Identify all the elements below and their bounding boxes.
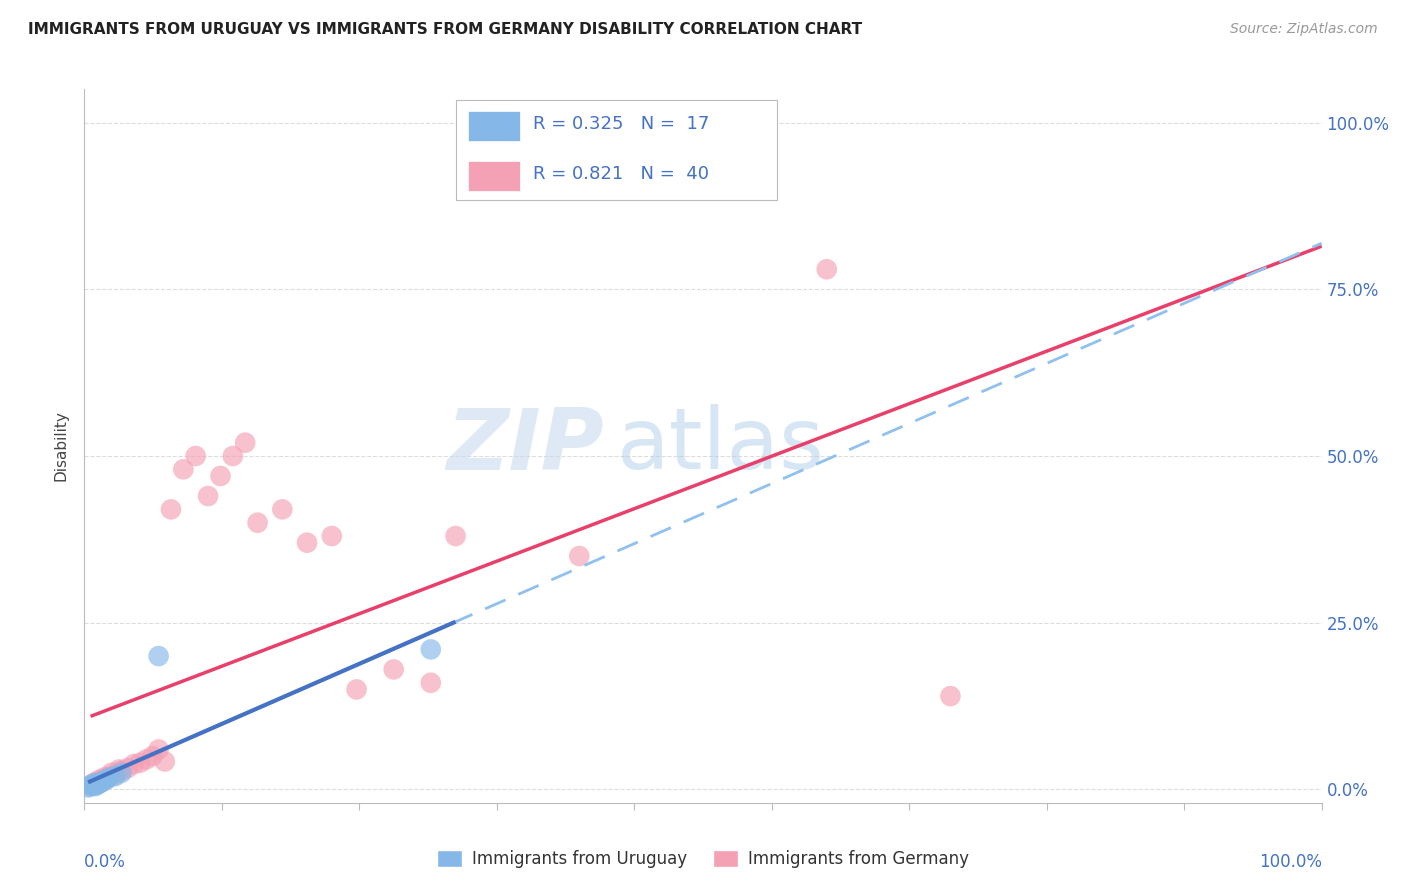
Point <box>83 778 105 792</box>
Point <box>172 462 194 476</box>
Point <box>108 763 131 777</box>
Point <box>382 662 405 676</box>
Point <box>84 778 107 792</box>
Point <box>79 779 101 793</box>
Point <box>141 749 163 764</box>
Point <box>346 682 368 697</box>
Point <box>96 772 118 786</box>
Point <box>444 529 467 543</box>
Point <box>148 742 170 756</box>
Point <box>110 765 132 780</box>
Point <box>295 535 318 549</box>
Point <box>419 642 441 657</box>
Point <box>89 776 111 790</box>
Point <box>815 262 838 277</box>
Point <box>84 779 107 793</box>
Text: atlas: atlas <box>616 404 824 488</box>
Point <box>271 502 294 516</box>
Text: R = 0.821   N =  40: R = 0.821 N = 40 <box>533 165 710 183</box>
Point <box>153 755 176 769</box>
Point <box>86 774 108 789</box>
FancyBboxPatch shape <box>468 161 520 191</box>
Text: 100.0%: 100.0% <box>1258 853 1322 871</box>
Point <box>89 772 111 787</box>
Point <box>197 489 219 503</box>
Point <box>110 764 132 778</box>
Point <box>148 649 170 664</box>
Point <box>83 776 105 790</box>
Point <box>104 769 127 783</box>
Point <box>98 771 121 785</box>
Point <box>568 549 591 563</box>
Point <box>129 756 152 770</box>
Point <box>82 779 104 793</box>
Point <box>89 776 111 790</box>
FancyBboxPatch shape <box>456 100 778 200</box>
Point <box>77 780 100 795</box>
Point <box>93 771 115 785</box>
Point <box>122 757 145 772</box>
Point <box>233 435 256 450</box>
Point <box>939 689 962 703</box>
Text: 0.0%: 0.0% <box>84 853 127 871</box>
Text: ZIP: ZIP <box>446 404 605 488</box>
Point <box>86 776 108 790</box>
Point <box>82 777 104 791</box>
Point <box>96 772 118 787</box>
Text: Source: ZipAtlas.com: Source: ZipAtlas.com <box>1230 22 1378 37</box>
Point <box>80 777 103 791</box>
FancyBboxPatch shape <box>468 111 520 141</box>
Point <box>160 502 183 516</box>
Point <box>209 469 232 483</box>
Y-axis label: Disability: Disability <box>53 410 69 482</box>
Point <box>98 769 121 783</box>
Point <box>89 776 111 790</box>
Point <box>222 449 245 463</box>
Point <box>321 529 343 543</box>
Point <box>117 761 139 775</box>
Point <box>79 779 101 793</box>
Point <box>100 765 122 780</box>
Point <box>91 774 114 789</box>
Point <box>184 449 207 463</box>
Text: IMMIGRANTS FROM URUGUAY VS IMMIGRANTS FROM GERMANY DISABILITY CORRELATION CHART: IMMIGRANTS FROM URUGUAY VS IMMIGRANTS FR… <box>28 22 862 37</box>
Point <box>419 675 441 690</box>
Point <box>246 516 269 530</box>
Legend: Immigrants from Uruguay, Immigrants from Germany: Immigrants from Uruguay, Immigrants from… <box>430 843 976 875</box>
Point <box>135 752 157 766</box>
Text: R = 0.325   N =  17: R = 0.325 N = 17 <box>533 115 710 133</box>
Point <box>91 773 114 788</box>
Point <box>87 777 110 791</box>
Point <box>104 768 127 782</box>
